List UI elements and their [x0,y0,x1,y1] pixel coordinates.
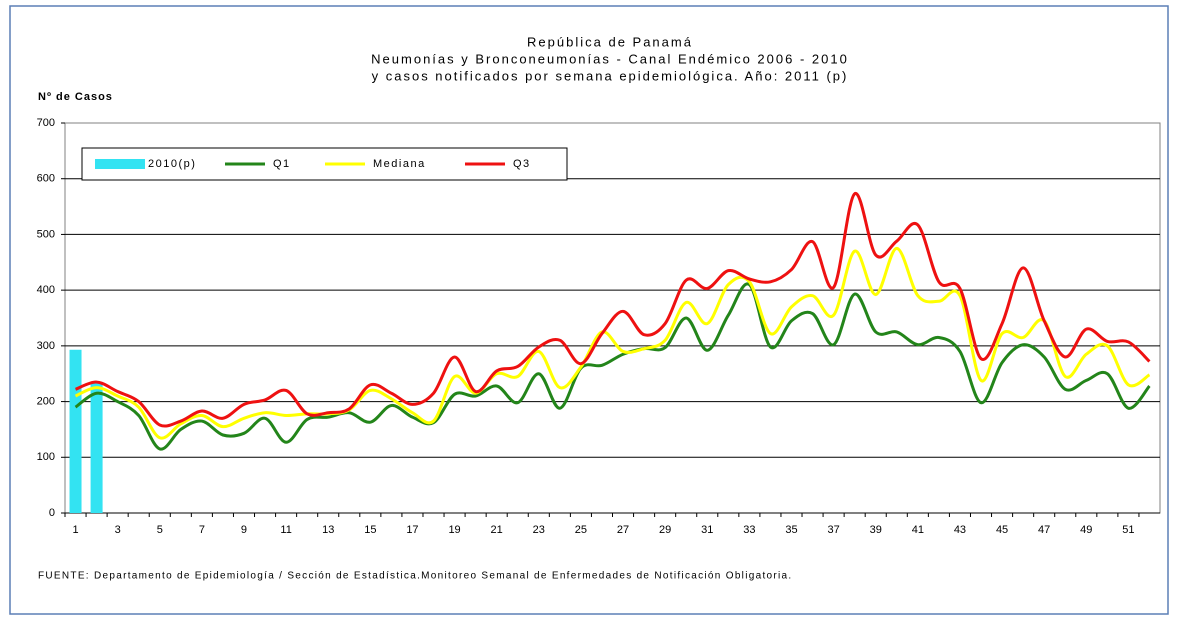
x-tick-label: 49 [1080,524,1092,536]
x-tick-label: 7 [199,524,205,536]
y-axis-label: Nº de Casos [38,91,113,103]
x-tick-label: 33 [743,524,755,536]
x-tick-label: 27 [617,524,629,536]
legend-swatch [95,159,145,169]
legend-label: Q3 [513,158,531,170]
bar [69,349,82,513]
x-tick-label: 47 [1038,524,1050,536]
y-tick-label: 0 [49,507,55,519]
x-tick-label: 39 [870,524,882,536]
y-tick-label: 600 [37,173,55,185]
series-line [74,192,1151,428]
x-tick-label: 1 [72,524,78,536]
legend-label: 2010(p) [148,158,196,170]
y-tick-label: 700 [37,117,55,129]
x-tick-label: 9 [241,524,247,536]
x-tick-label: 3 [115,524,121,536]
x-tick-label: 41 [912,524,924,536]
y-tick-label: 100 [37,451,55,463]
x-tick-label: 37 [827,524,839,536]
chart-subtitle: y casos notificados por semana epidemiol… [372,68,849,83]
legend-label: Q1 [273,158,291,170]
x-tick-label: 29 [659,524,671,536]
bar [90,382,103,513]
x-tick-label: 19 [448,524,460,536]
x-tick-label: 23 [533,524,545,536]
y-tick-label: 400 [37,284,55,296]
series-line [74,246,1151,440]
x-tick-label: 5 [157,524,163,536]
legend-label: Mediana [373,158,426,170]
source-note: FUENTE: Departamento de Epidemiología / … [38,571,792,582]
x-tick-label: 25 [575,524,587,536]
chart-subtitle: Neumonías y Bronconeumonías - Canal Endé… [371,51,849,66]
x-tick-label: 43 [954,524,966,536]
x-tick-label: 45 [996,524,1008,536]
x-tick-label: 17 [406,524,418,536]
chart-title: República de Panamá [527,34,693,49]
x-tick-label: 13 [322,524,334,536]
x-tick-label: 21 [491,524,503,536]
y-tick-label: 500 [37,228,55,240]
x-tick-label: 11 [280,524,291,536]
x-tick-label: 31 [701,524,713,536]
x-tick-label: 35 [785,524,797,536]
frame [9,5,1169,615]
x-tick-label: 51 [1122,524,1134,536]
series-line [74,282,1151,451]
x-tick-label: 15 [364,524,376,536]
y-tick-label: 200 [37,395,55,407]
y-tick-label: 300 [37,340,55,352]
